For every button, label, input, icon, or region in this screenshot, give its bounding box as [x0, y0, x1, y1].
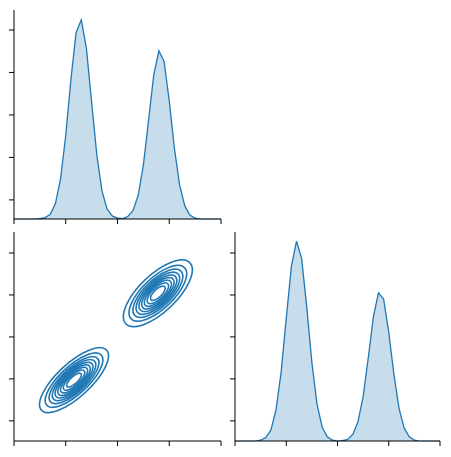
contour-line	[48, 355, 100, 405]
density-area	[14, 19, 221, 219]
contour-line	[59, 366, 89, 394]
density-line	[14, 17, 221, 220]
contour-line	[65, 372, 83, 388]
contour-line	[38, 346, 110, 414]
contour-line	[57, 364, 92, 397]
density-area	[235, 241, 440, 441]
contour-line	[128, 264, 188, 322]
contour-line	[51, 358, 97, 402]
contour-line	[135, 271, 181, 316]
density-line	[235, 241, 440, 442]
contour-line	[44, 352, 104, 409]
contour-line	[146, 282, 170, 305]
contour-line	[122, 259, 194, 328]
contour-line	[132, 268, 184, 319]
contour-line	[140, 276, 175, 310]
contour-line	[62, 369, 86, 392]
contour-line	[54, 361, 94, 399]
contour-line	[149, 285, 167, 302]
contour-line	[138, 274, 178, 313]
contour-line	[143, 279, 173, 308]
